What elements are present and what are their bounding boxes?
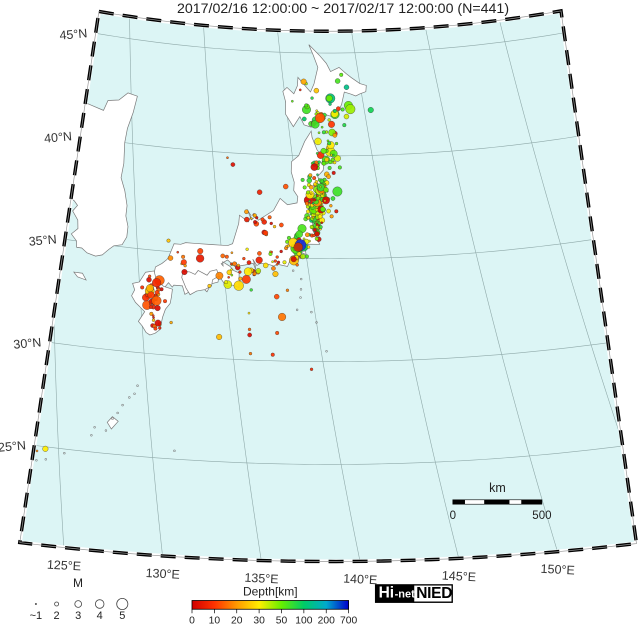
svg-text:130°E: 130°E (145, 566, 180, 582)
svg-text:145°E: 145°E (442, 569, 477, 585)
svg-text:2: 2 (54, 610, 60, 622)
svg-text:Depth[km]: Depth[km] (243, 585, 298, 599)
svg-text:40°N: 40°N (44, 129, 73, 145)
svg-text:20: 20 (231, 615, 243, 626)
svg-text:NIED: NIED (416, 585, 452, 602)
svg-text:~1: ~1 (30, 610, 43, 622)
svg-text:500: 500 (532, 510, 551, 522)
svg-text:0: 0 (189, 615, 195, 626)
svg-text:30: 30 (253, 615, 265, 626)
svg-text:150°E: 150°E (540, 562, 575, 578)
svg-text:0: 0 (450, 510, 456, 522)
svg-text:140°E: 140°E (343, 571, 378, 587)
svg-text:25°N: 25°N (0, 438, 27, 454)
svg-text:200: 200 (318, 615, 335, 626)
svg-text:50: 50 (276, 615, 288, 626)
svg-text:125°E: 125°E (47, 558, 82, 574)
svg-text:700: 700 (340, 615, 357, 626)
svg-text:35°N: 35°N (28, 232, 57, 248)
svg-text:5: 5 (119, 610, 125, 622)
svg-text:30°N: 30°N (13, 335, 42, 351)
svg-text:4: 4 (97, 610, 103, 622)
svg-text:3: 3 (75, 610, 81, 622)
svg-text:km: km (489, 481, 506, 495)
svg-text:10: 10 (209, 615, 221, 626)
svg-text:45°N: 45°N (59, 26, 88, 42)
svg-text:100: 100 (295, 615, 312, 626)
svg-text:M: M (73, 576, 83, 590)
